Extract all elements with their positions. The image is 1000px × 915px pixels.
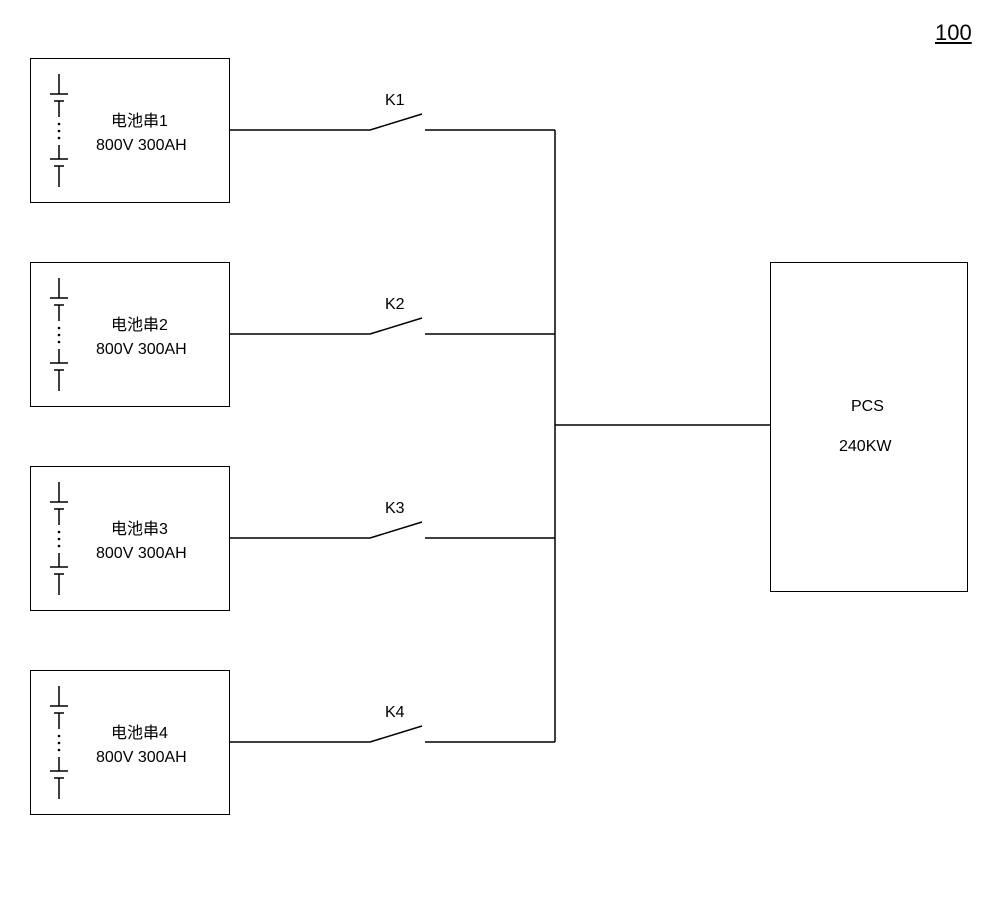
switch-k3-label: K3 [385, 500, 405, 518]
wiring-svg [0, 0, 1000, 915]
switch-k3 [230, 522, 555, 538]
switch-k4 [230, 726, 555, 742]
switch-k2 [230, 318, 555, 334]
switch-k2-label: K2 [385, 296, 405, 314]
switch-k1-label: K1 [385, 92, 405, 110]
switch-k1 [230, 114, 555, 130]
diagram-canvas: 100 电池串1 800V 300AH [0, 0, 1000, 915]
switch-k4-label: K4 [385, 704, 405, 722]
